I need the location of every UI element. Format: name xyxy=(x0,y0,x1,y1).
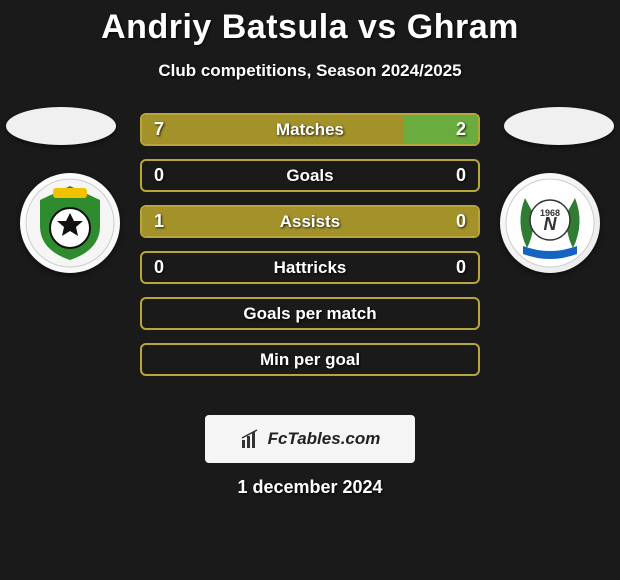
team2-crest: 1968 N xyxy=(500,173,600,273)
stat-row: Goals per match xyxy=(140,297,480,330)
stat-label: Goals per match xyxy=(243,304,376,324)
team1-crest-icon xyxy=(25,178,115,268)
stat-label: Assists xyxy=(280,212,340,232)
stat-fill-player2 xyxy=(404,115,478,144)
chart-icon xyxy=(240,428,262,450)
stat-value-player2: 0 xyxy=(456,257,466,278)
stat-value-player2: 0 xyxy=(456,165,466,186)
comparison-bars: Matches72Goals00Assists10Hattricks00Goal… xyxy=(140,113,480,376)
stat-value-player1: 0 xyxy=(154,257,164,278)
player2-ellipse xyxy=(504,107,614,145)
page-subtitle: Club competitions, Season 2024/2025 xyxy=(0,61,620,81)
header: Andriy Batsula vs Ghram Club competition… xyxy=(0,0,620,81)
stat-label: Min per goal xyxy=(260,350,360,370)
stat-label: Hattricks xyxy=(274,258,347,278)
branding-text: FcTables.com xyxy=(268,429,381,449)
stat-label: Goals xyxy=(286,166,333,186)
stat-value-player1: 1 xyxy=(154,211,164,232)
stat-row: Min per goal xyxy=(140,343,480,376)
stat-value-player2: 2 xyxy=(456,119,466,140)
date-label: 1 december 2024 xyxy=(0,477,620,498)
team2-crest-icon: 1968 N xyxy=(505,178,595,268)
stat-row: Assists 1 0 xyxy=(140,205,480,238)
stat-value-player2: 0 xyxy=(456,211,466,232)
stat-fill-player1 xyxy=(142,115,404,144)
stats-area: 1968 N Matches72Goals00Assists10Hattrick… xyxy=(0,113,620,403)
stat-row: Matches 7 2 xyxy=(140,113,480,146)
page-title: Andriy Batsula vs Ghram xyxy=(0,8,620,47)
stat-row: Goals 0 0 xyxy=(140,159,480,192)
stat-value-player1: 7 xyxy=(154,119,164,140)
stat-label: Matches xyxy=(276,120,344,140)
branding-badge[interactable]: FcTables.com xyxy=(205,415,415,463)
player1-ellipse xyxy=(6,107,116,145)
team1-crest xyxy=(20,173,120,273)
stat-value-player1: 0 xyxy=(154,165,164,186)
svg-text:N: N xyxy=(544,214,558,234)
stat-row: Hattricks 0 0 xyxy=(140,251,480,284)
